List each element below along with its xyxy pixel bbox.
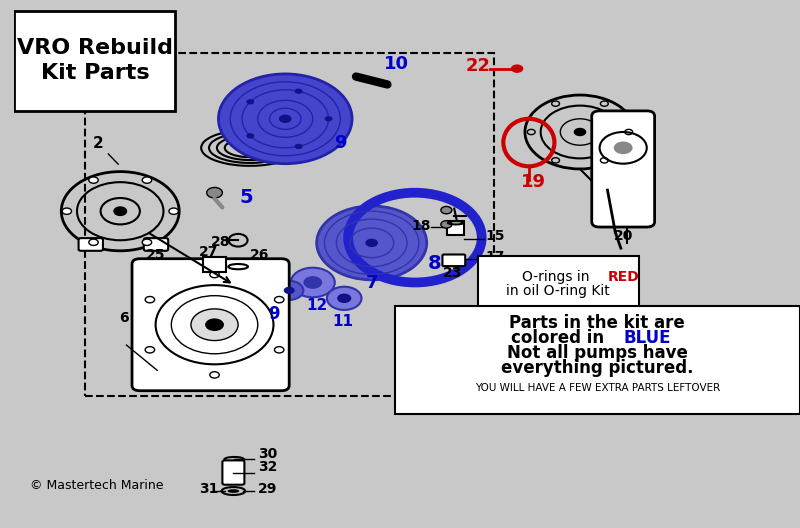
Text: 29: 29 [258, 482, 277, 496]
Circle shape [366, 239, 378, 247]
Text: 2: 2 [93, 136, 118, 164]
Text: 32: 32 [258, 460, 277, 474]
Circle shape [89, 239, 98, 246]
Circle shape [142, 239, 152, 246]
Text: 6: 6 [119, 311, 129, 325]
Circle shape [62, 208, 71, 214]
Circle shape [331, 107, 342, 115]
Circle shape [574, 128, 586, 136]
Text: 23: 23 [442, 266, 462, 280]
Text: 18: 18 [411, 219, 430, 233]
Text: O-rings in: O-rings in [522, 270, 594, 284]
Circle shape [246, 99, 254, 105]
Text: 22: 22 [466, 57, 491, 76]
Text: 20: 20 [614, 229, 633, 243]
Circle shape [441, 221, 452, 228]
Circle shape [337, 294, 351, 303]
Text: 26: 26 [250, 248, 270, 262]
FancyBboxPatch shape [132, 259, 289, 391]
FancyBboxPatch shape [447, 221, 465, 235]
Text: © Mastertech Marine: © Mastertech Marine [30, 479, 163, 492]
FancyBboxPatch shape [202, 257, 226, 272]
Text: everything pictured.: everything pictured. [501, 359, 694, 377]
Text: 27: 27 [199, 245, 218, 259]
Text: Not all pumps have: Not all pumps have [507, 344, 688, 362]
Circle shape [294, 144, 302, 149]
Ellipse shape [227, 489, 239, 493]
Text: 9: 9 [334, 134, 346, 152]
Circle shape [275, 281, 303, 300]
Text: 30: 30 [258, 447, 277, 461]
Circle shape [169, 208, 178, 214]
Circle shape [114, 207, 126, 215]
FancyBboxPatch shape [592, 111, 654, 227]
FancyBboxPatch shape [78, 238, 103, 251]
Circle shape [89, 177, 98, 183]
Text: 19: 19 [521, 173, 546, 192]
Circle shape [303, 276, 322, 289]
Circle shape [290, 268, 334, 297]
Text: 8: 8 [428, 254, 442, 274]
Circle shape [246, 133, 254, 138]
Text: colored in: colored in [511, 329, 610, 347]
Text: 9: 9 [268, 305, 279, 324]
Circle shape [279, 115, 291, 123]
Circle shape [614, 142, 633, 154]
Text: BLUE: BLUE [623, 329, 670, 347]
Circle shape [511, 64, 523, 73]
Circle shape [284, 287, 294, 294]
Text: RED: RED [607, 270, 639, 284]
Circle shape [325, 116, 333, 121]
Circle shape [441, 206, 452, 214]
Text: 7: 7 [366, 274, 378, 292]
Text: 5: 5 [239, 188, 253, 208]
Circle shape [218, 74, 352, 164]
FancyBboxPatch shape [478, 256, 639, 309]
Text: 25: 25 [146, 248, 166, 262]
FancyBboxPatch shape [144, 238, 168, 251]
Circle shape [294, 89, 302, 94]
Text: 28: 28 [210, 234, 230, 249]
Circle shape [205, 318, 224, 331]
Circle shape [327, 287, 362, 310]
FancyBboxPatch shape [222, 460, 244, 485]
Text: 12: 12 [306, 298, 327, 313]
FancyBboxPatch shape [395, 306, 800, 414]
Circle shape [206, 187, 222, 198]
Circle shape [317, 206, 426, 280]
Text: 15: 15 [486, 229, 505, 243]
Text: VRO Rebuild
Kit Parts: VRO Rebuild Kit Parts [17, 39, 173, 83]
Circle shape [142, 177, 152, 183]
Text: YOU WILL HAVE A FEW EXTRA PARTS LEFTOVER: YOU WILL HAVE A FEW EXTRA PARTS LEFTOVER [474, 383, 720, 393]
Text: Parts in the kit are: Parts in the kit are [510, 314, 685, 332]
Circle shape [191, 309, 238, 341]
Text: 11: 11 [332, 314, 353, 329]
Text: 31: 31 [199, 482, 218, 496]
Text: in oil O-ring Kit: in oil O-ring Kit [506, 285, 610, 298]
FancyBboxPatch shape [442, 254, 466, 266]
FancyBboxPatch shape [14, 11, 175, 111]
Text: 10: 10 [383, 54, 409, 73]
Text: 17: 17 [486, 250, 505, 265]
